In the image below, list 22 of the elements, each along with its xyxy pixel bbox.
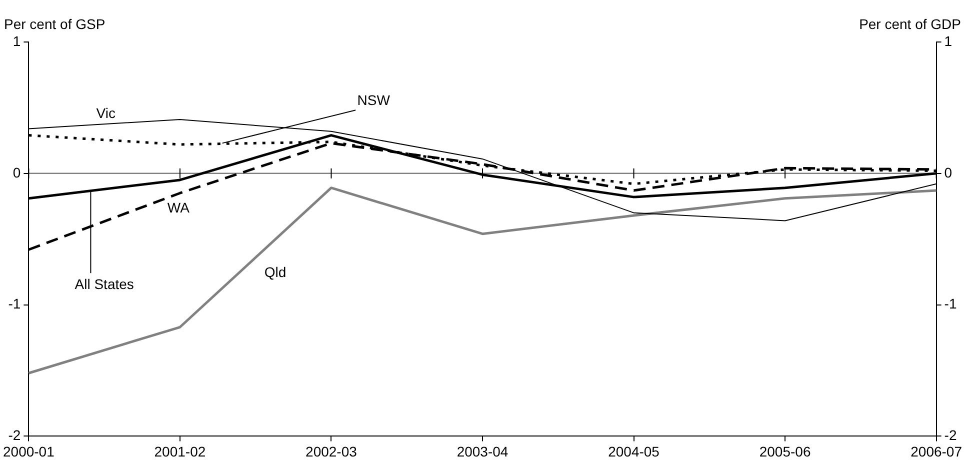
- x-tick-label: 2001-02: [154, 443, 206, 460]
- y2-tick-label: -2: [944, 427, 957, 444]
- x-tick-label: 2006-07: [910, 443, 962, 460]
- series-label: Vic: [96, 105, 116, 122]
- y-axis-title: Per cent of GSP: [4, 16, 106, 32]
- series-label: WA: [167, 200, 190, 216]
- x-tick-label: 2000-01: [2, 443, 55, 460]
- x-tick-label: 2004-05: [608, 443, 660, 460]
- y2-tick-label: 1: [944, 32, 952, 49]
- text: NSW: [357, 92, 391, 108]
- x-tick-label: 2002-03: [306, 443, 358, 460]
- y-tick-label: 1: [12, 32, 21, 49]
- x-tick-label: 2003-04: [456, 443, 508, 460]
- y-tick-label: -2: [8, 427, 21, 444]
- y2-tick-label: 0: [944, 164, 952, 180]
- y-tick-label: 0: [12, 164, 21, 180]
- x-tick-label: 2005-06: [759, 443, 811, 460]
- series-label: Qld: [264, 264, 286, 280]
- text: All States: [74, 276, 134, 292]
- y2-axis-title: Per cent of GDP: [859, 16, 961, 32]
- y2-tick-label: -1: [944, 296, 957, 312]
- y-tick-label: -1: [8, 296, 21, 312]
